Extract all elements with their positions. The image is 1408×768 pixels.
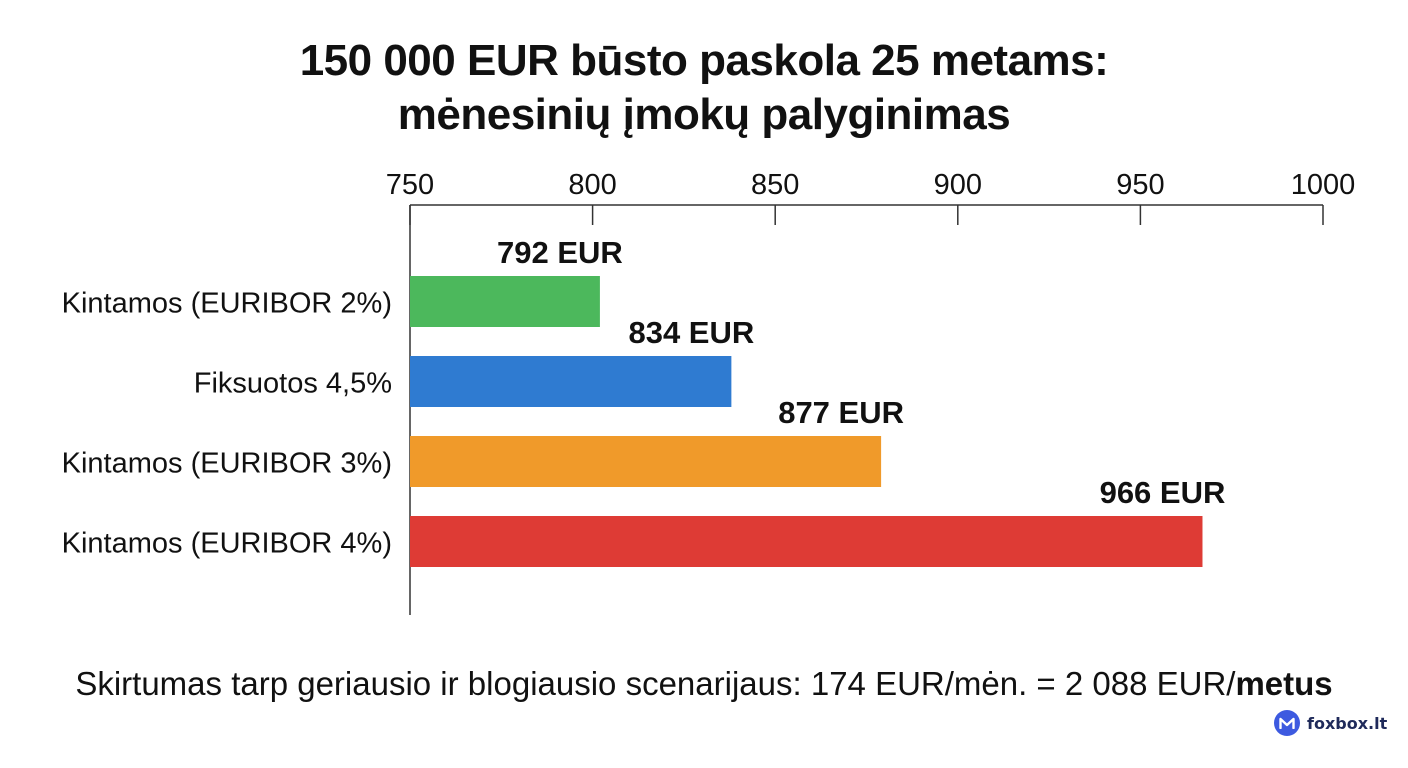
difference-note-emphasis: metus [1235, 665, 1333, 702]
foxbox-logo-icon [1274, 710, 1300, 736]
x-tick-label: 850 [751, 169, 799, 201]
data-label: 792 EUR [497, 235, 623, 270]
category-label: Kintamos (EURIBOR 3%) [62, 448, 392, 480]
difference-note: Skirtumas tarp geriausio ir blogiausio s… [0, 664, 1408, 704]
bar [410, 516, 1203, 567]
brand-logo[interactable]: foxbox.lt [1274, 709, 1387, 737]
chart-subtitle: mėnesinių įmokų palyginimas [397, 90, 1011, 139]
chart-title-block: 150 000 EUR būsto paskola 25 metams: mėn… [0, 34, 1408, 142]
x-tick-label: 1000 [1291, 169, 1356, 201]
chart-title: 150 000 EUR būsto paskola 25 metams: [299, 36, 1109, 85]
category-label: Kintamos (EURIBOR 4%) [62, 528, 392, 560]
x-tick-label: 900 [934, 169, 982, 201]
difference-note-text: Skirtumas tarp geriausio ir blogiausio s… [75, 665, 1236, 702]
bar [410, 436, 882, 487]
x-tick-label: 750 [386, 169, 434, 201]
bar [410, 276, 600, 327]
category-label: Fiksuotos 4,5% [194, 368, 392, 400]
data-label: 877 EUR [778, 395, 904, 430]
brand-name: foxbox.lt [1307, 713, 1388, 733]
x-tick-label: 800 [568, 169, 616, 201]
bar [410, 356, 732, 407]
category-label: Kintamos (EURIBOR 2%) [62, 288, 392, 320]
x-tick-label: 950 [1116, 169, 1164, 201]
data-label: 834 EUR [628, 315, 754, 350]
data-label: 966 EUR [1100, 475, 1226, 510]
